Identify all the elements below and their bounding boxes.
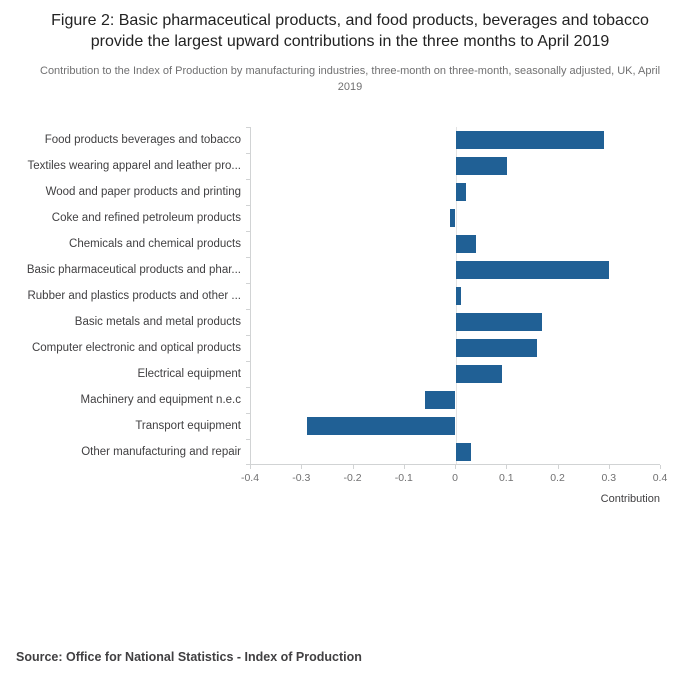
y-axis-tick (246, 231, 251, 232)
bar (424, 391, 456, 409)
category-label: Food products beverages and tobacco (44, 134, 241, 146)
x-tick-label: -0.3 (292, 472, 311, 484)
x-tick-label: 0.2 (550, 472, 565, 484)
bar (455, 339, 538, 357)
category-label: Rubber and plastics products and other .… (27, 290, 241, 302)
bar (455, 157, 507, 175)
bar (450, 209, 456, 227)
bar (455, 235, 476, 253)
x-axis-label: Contribution (600, 493, 660, 505)
y-axis-tick (246, 335, 251, 336)
x-tick-label: 0.3 (601, 472, 617, 484)
y-axis-tick (246, 283, 251, 284)
bar (307, 417, 456, 435)
x-axis-tick (557, 465, 559, 469)
y-axis-tick (246, 309, 251, 310)
category-label: Basic pharmaceutical products and phar..… (26, 264, 241, 276)
bar-chart: Food products beverages and tobacco Texti… (0, 127, 700, 505)
y-axis-tick (246, 257, 251, 258)
y-axis-category-labels: Food products beverages and tobacco Texti… (0, 127, 250, 465)
x-axis-tick (352, 465, 354, 469)
x-tick-label: 0.4 (652, 472, 668, 484)
category-label: Machinery and equipment n.e.c (80, 394, 241, 406)
x-axis-tick (250, 465, 251, 469)
x-tick-label: 0 (452, 472, 458, 484)
x-axis-tick (455, 465, 456, 469)
y-axis-tick (246, 127, 251, 128)
x-tick-label: -0.1 (394, 472, 413, 484)
bar (455, 261, 609, 279)
category-label: Textiles wearing apparel and leather pro… (27, 160, 241, 172)
x-axis-tick (660, 465, 661, 469)
category-label: Coke and refined petroleum products (51, 212, 241, 224)
bar (455, 183, 466, 201)
y-axis-tick (246, 179, 251, 180)
x-axis-tick (506, 465, 508, 469)
bar (455, 287, 461, 305)
x-tick-label: -0.4 (240, 472, 260, 484)
bar (455, 443, 471, 461)
y-axis-tick (246, 439, 251, 440)
bar (455, 365, 502, 383)
y-axis-tick (246, 413, 251, 414)
x-tick-label: -0.2 (343, 472, 362, 484)
y-axis-tick (246, 361, 251, 362)
plot-area (246, 127, 660, 465)
category-label: Transport equipment (135, 420, 241, 432)
figure-subtitle: Contribution to the Index of Production … (40, 65, 661, 93)
x-tick-label: 0.1 (498, 472, 514, 484)
category-label: Basic metals and metal products (74, 316, 241, 328)
x-axis-tick (608, 465, 610, 469)
category-label: Electrical equipment (137, 368, 241, 380)
bar (455, 313, 543, 331)
bar (455, 131, 604, 149)
y-axis-tick (246, 153, 251, 154)
y-axis-tick (246, 205, 251, 206)
figure-title: Figure 2: Basic pharmaceutical products,… (51, 12, 649, 51)
source-note: Source: Office for National Statistics -… (16, 650, 362, 664)
x-axis-tick (301, 465, 303, 469)
category-label: Computer electronic and optical products (31, 342, 241, 354)
category-label: Wood and paper products and printing (45, 186, 241, 198)
category-label: Other manufacturing and repair (81, 446, 241, 458)
y-axis-tick (246, 387, 251, 388)
x-axis-tick (403, 465, 405, 469)
category-label: Chemicals and chemical products (69, 238, 241, 250)
x-axis: -0.4 -0.3 -0.2 -0.1 0 0.1 0.2 0.3 0.4 (241, 465, 667, 491)
y-axis-tick (246, 464, 251, 465)
